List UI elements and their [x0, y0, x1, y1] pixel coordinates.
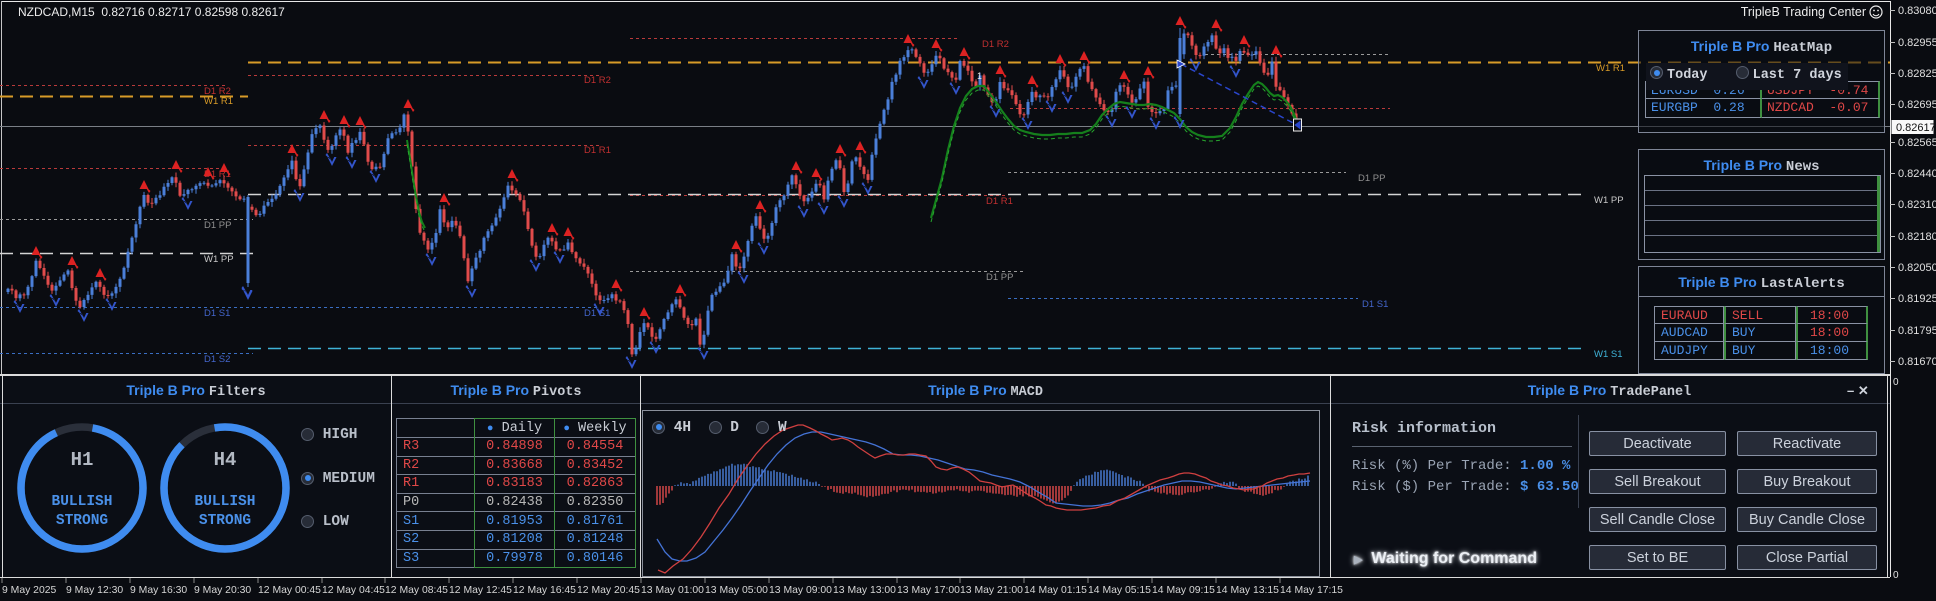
svg-text:W1 PP: W1 PP	[204, 254, 234, 265]
svg-text:0.81925: 0.81925	[1898, 293, 1936, 305]
svg-text:14 May 13:15: 14 May 13:15	[1216, 585, 1279, 596]
svg-text:0.82440: 0.82440	[1898, 168, 1936, 180]
svg-text:14 May 17:15: 14 May 17:15	[1280, 585, 1343, 596]
svg-text:D1 S1: D1 S1	[204, 308, 230, 319]
svg-text:12 May 00:45: 12 May 00:45	[258, 585, 321, 596]
svg-text:13 May 05:00: 13 May 05:00	[705, 585, 768, 596]
svg-text:D1 R2: D1 R2	[584, 75, 611, 86]
svg-text:0.81795: 0.81795	[1898, 325, 1936, 337]
svg-text:D1 R1: D1 R1	[584, 145, 611, 156]
svg-text:13 May 09:00: 13 May 09:00	[769, 585, 832, 596]
svg-text:TripleB Trading Center: TripleB Trading Center	[1741, 5, 1866, 19]
svg-text:NZDCAD,M15 0.82716 0.82717 0.: NZDCAD,M15 0.82716 0.82717 0.82598 0.826…	[18, 5, 285, 19]
svg-text:0.83080: 0.83080	[1898, 5, 1936, 17]
svg-text:D1 R1: D1 R1	[204, 169, 231, 180]
svg-text:14 May 05:15: 14 May 05:15	[1088, 585, 1151, 596]
svg-text:12 May 08:45: 12 May 08:45	[385, 585, 448, 596]
svg-text:0.82695: 0.82695	[1898, 99, 1936, 111]
svg-text:D1 R2: D1 R2	[982, 39, 1009, 50]
svg-text:9 May 12:30: 9 May 12:30	[66, 585, 123, 596]
svg-text:D1 S1: D1 S1	[584, 308, 610, 319]
svg-text:1: 1	[977, 71, 982, 81]
svg-text:0.82180: 0.82180	[1898, 231, 1936, 243]
svg-text:13 May 21:00: 13 May 21:00	[960, 585, 1023, 596]
svg-text:D1 PP: D1 PP	[986, 272, 1013, 283]
svg-text:0: 0	[1893, 570, 1899, 581]
svg-text:W1 S1: W1 S1	[1594, 349, 1623, 360]
svg-text:D1 PP: D1 PP	[1358, 173, 1385, 184]
svg-text:0.82050: 0.82050	[1898, 262, 1936, 274]
svg-text:BULLISH: BULLISH	[195, 494, 256, 510]
svg-text:0.82955: 0.82955	[1898, 37, 1936, 49]
svg-text:13 May 13:00: 13 May 13:00	[833, 585, 896, 596]
svg-text:W1 R1: W1 R1	[1596, 63, 1625, 74]
svg-text:BULLISH: BULLISH	[52, 494, 113, 510]
svg-text:13 May 01:00: 13 May 01:00	[641, 585, 704, 596]
svg-text:12 May 04:45: 12 May 04:45	[322, 585, 385, 596]
svg-text:D1 PP: D1 PP	[204, 220, 231, 231]
svg-text:12 May 16:45: 12 May 16:45	[513, 585, 576, 596]
svg-text:9 May 2025: 9 May 2025	[2, 585, 57, 596]
svg-text:12 May 20:45: 12 May 20:45	[577, 585, 640, 596]
svg-text:0.81670: 0.81670	[1898, 356, 1936, 368]
svg-text:0.82310: 0.82310	[1898, 199, 1936, 211]
svg-text:0.82565: 0.82565	[1898, 137, 1936, 149]
svg-text:STRONG: STRONG	[56, 513, 108, 529]
svg-text:0: 0	[1893, 377, 1899, 388]
svg-text:D1 S2: D1 S2	[204, 354, 230, 365]
svg-text:H4: H4	[214, 449, 237, 471]
svg-text:9 May 16:30: 9 May 16:30	[130, 585, 187, 596]
svg-text:W1 R1: W1 R1	[204, 96, 233, 107]
svg-text:STRONG: STRONG	[199, 513, 251, 529]
svg-text:13 May 17:00: 13 May 17:00	[897, 585, 960, 596]
svg-text:0.82825: 0.82825	[1898, 68, 1936, 80]
svg-text:12 May 12:45: 12 May 12:45	[449, 585, 512, 596]
svg-text:0.82617: 0.82617	[1896, 122, 1936, 134]
svg-text:D1 R2: D1 R2	[204, 86, 231, 97]
svg-text:14 May 01:15: 14 May 01:15	[1024, 585, 1087, 596]
svg-text:D1 S1: D1 S1	[1362, 299, 1388, 310]
svg-text:D1 R1: D1 R1	[986, 196, 1013, 207]
svg-text:W1 PP: W1 PP	[1594, 195, 1624, 206]
svg-text:H1: H1	[71, 449, 94, 471]
svg-text:14 May 09:15: 14 May 09:15	[1152, 585, 1215, 596]
svg-text:9 May 20:30: 9 May 20:30	[194, 585, 251, 596]
